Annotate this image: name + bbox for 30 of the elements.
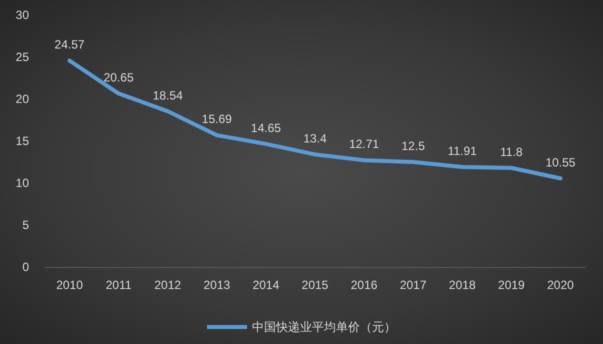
x-tick-label: 2017 [400,278,427,292]
y-tick-label: 20 [16,92,30,106]
data-label: 15.69 [202,112,232,126]
y-tick-label: 10 [16,176,30,190]
x-tick-label: 2011 [106,278,132,292]
y-tick-label: 0 [22,260,30,274]
data-label: 10.55 [545,155,576,170]
x-tick-label: 2014 [252,278,280,292]
x-tick-label: 2010 [56,278,84,292]
data-label: 11.91 [448,144,478,158]
y-tick-label: 30 [16,8,30,22]
data-label: 18.54 [152,88,184,102]
x-tick-label: 2019 [498,278,526,292]
data-label: 12.71 [349,137,380,152]
data-label: 24.57 [54,38,85,52]
data-label: 12.5 [402,139,426,153]
x-tick-label: 2016 [350,278,378,292]
data-label: 11.8 [500,144,523,159]
y-tick-label: 15 [16,134,30,148]
data-label: 13.4 [303,131,327,146]
x-tick-label: 2018 [448,278,476,292]
x-tick-label: 2012 [154,278,182,292]
data-label: 14.65 [250,120,282,135]
legend-label: 中国快递业平均单价（元） [252,320,396,334]
y-tick-label: 25 [16,50,30,64]
x-tick-label: 2020 [547,278,574,292]
x-tick-label: 2015 [302,278,329,292]
data-label: 20.65 [104,70,134,85]
x-tick-label: 2013 [203,278,230,292]
y-tick-label: 5 [22,218,30,232]
